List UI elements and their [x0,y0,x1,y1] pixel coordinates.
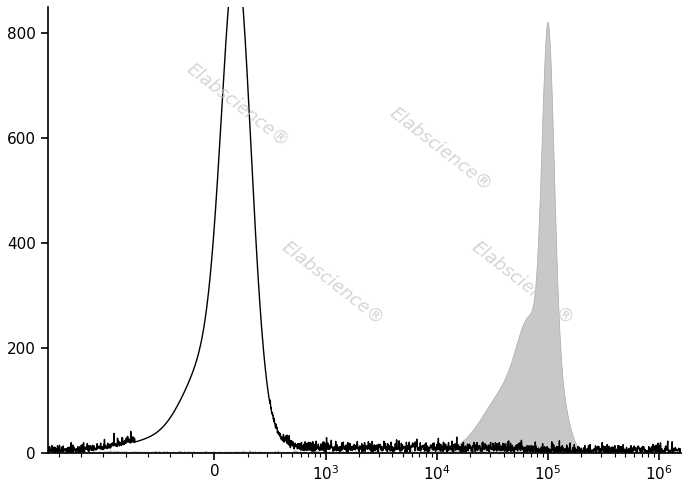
Text: Elabscience®: Elabscience® [278,238,387,329]
Text: Elabscience®: Elabscience® [183,60,292,150]
Text: Elabscience®: Elabscience® [468,238,577,329]
Text: Elabscience®: Elabscience® [386,104,495,195]
